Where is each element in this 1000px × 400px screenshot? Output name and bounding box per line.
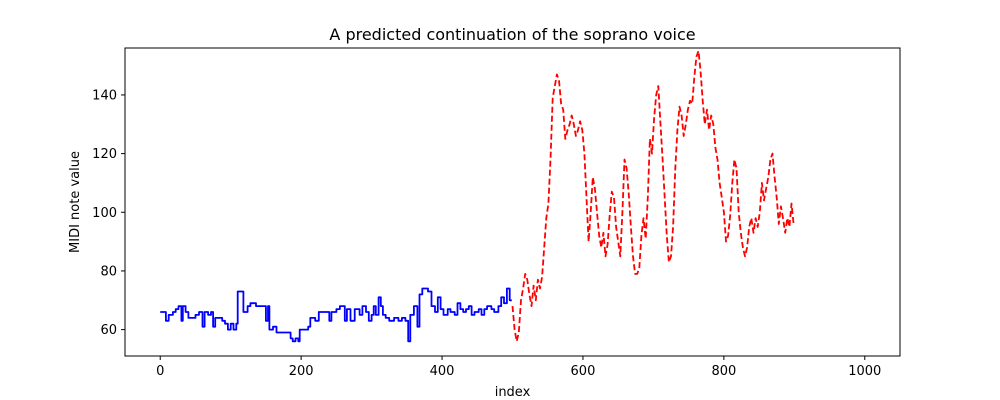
series-line-2 xyxy=(511,50,795,343)
x-tick-label: 200 xyxy=(289,364,314,379)
x-tick-label: 1000 xyxy=(848,364,881,379)
y-tick-label: 100 xyxy=(92,206,117,221)
plot-frame xyxy=(124,47,901,357)
x-tick-label: 800 xyxy=(711,364,736,379)
chart-title: A predicted continuation of the soprano … xyxy=(329,25,695,44)
y-tick-label: 60 xyxy=(100,323,117,338)
x-tick-label: 0 xyxy=(156,364,164,379)
y-axis-label: MIDI note value xyxy=(68,151,83,253)
x-axis-label: index xyxy=(495,385,531,400)
y-tick-label: 120 xyxy=(92,147,117,162)
x-tick-label: 400 xyxy=(430,364,455,379)
x-axis-ticks: 0 200 400 600 800 1000 xyxy=(156,356,881,379)
series-line-1 xyxy=(160,287,512,343)
y-axis-ticks: 60 80 100 120 140 xyxy=(92,88,125,338)
x-tick-label: 600 xyxy=(571,364,596,379)
plot-area xyxy=(160,50,795,343)
y-tick-label: 80 xyxy=(100,264,117,279)
y-tick-label: 140 xyxy=(92,88,117,103)
